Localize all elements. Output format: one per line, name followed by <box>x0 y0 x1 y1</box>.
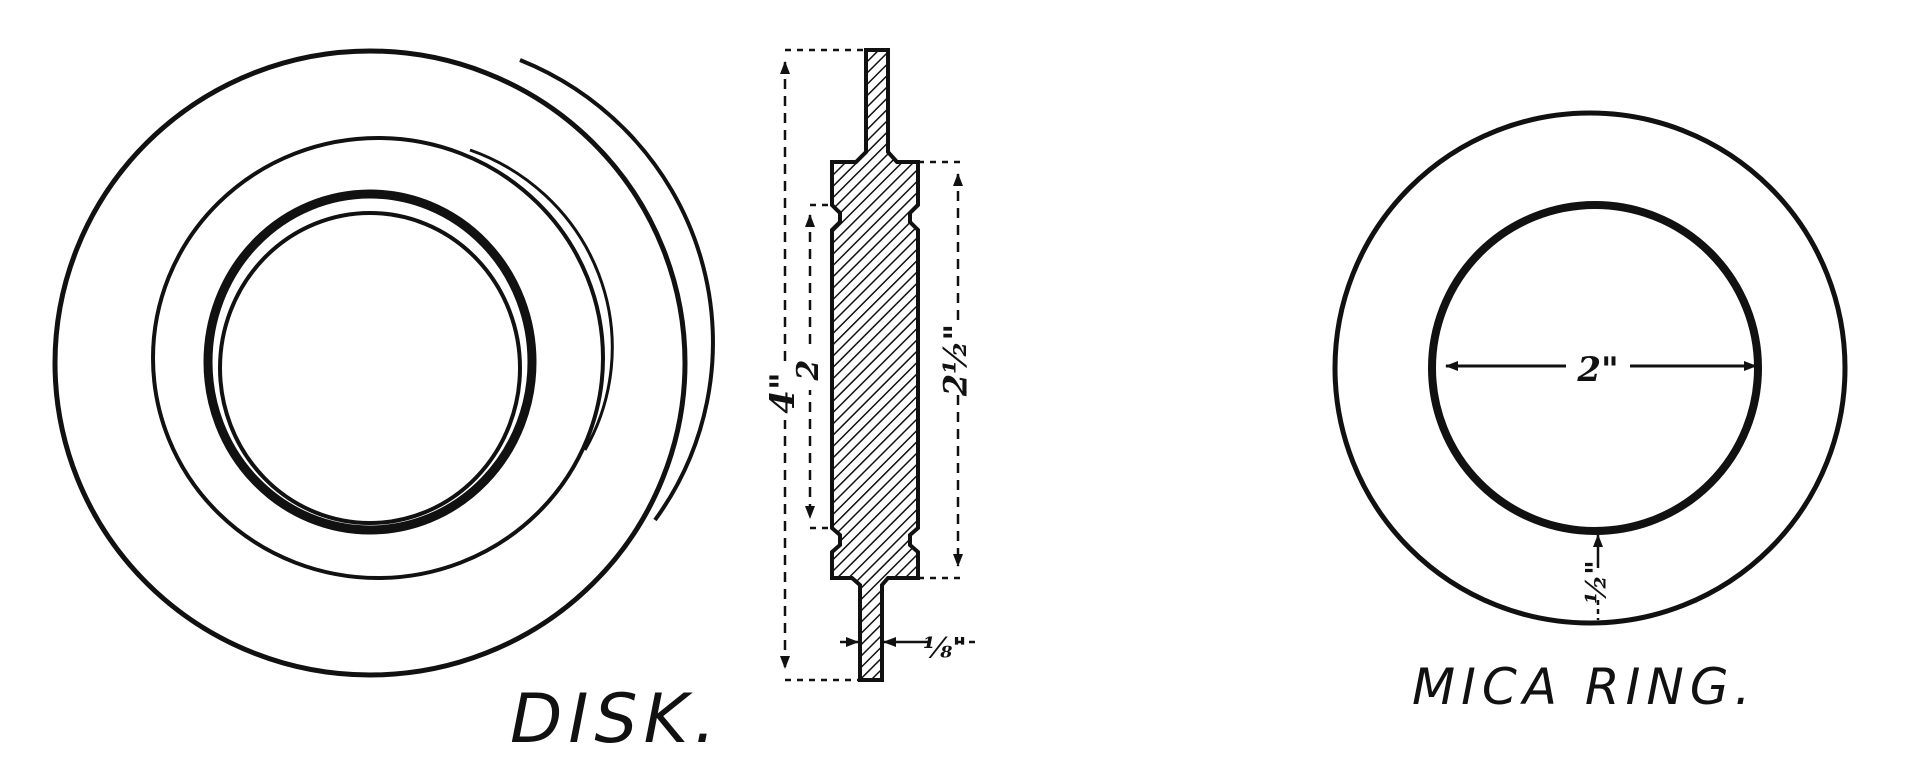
disk-cross-section <box>830 48 920 682</box>
disk-outer-rim <box>52 48 688 678</box>
disk-front-view <box>52 48 715 678</box>
mica-ring-inner <box>1428 201 1762 535</box>
disk-rim-shadow <box>519 58 715 522</box>
disk-hub-outer <box>151 136 605 580</box>
disk-bore-outer <box>203 189 537 535</box>
overall-height-label: 4" <box>763 372 803 413</box>
disk-section-profile <box>830 48 920 682</box>
mica-ring-outer <box>1332 110 1848 626</box>
disk-caption: DISK. <box>510 680 722 759</box>
mica-ring <box>1332 110 1848 626</box>
mica-dimension-lines <box>1445 361 1757 620</box>
mica-ring-caption: MICA RING. <box>1412 658 1756 716</box>
disk-hub-shadow <box>469 148 614 451</box>
mica-inner-diameter-label: 2" <box>1576 350 1618 390</box>
disk-bore-inner <box>218 211 522 525</box>
thickness-label: ⅛" <box>923 632 967 665</box>
mica-ring-width-label: ½" <box>1580 560 1613 604</box>
inner-height-label: 2 <box>791 360 826 382</box>
hub-height-label: 2½" <box>937 324 975 397</box>
